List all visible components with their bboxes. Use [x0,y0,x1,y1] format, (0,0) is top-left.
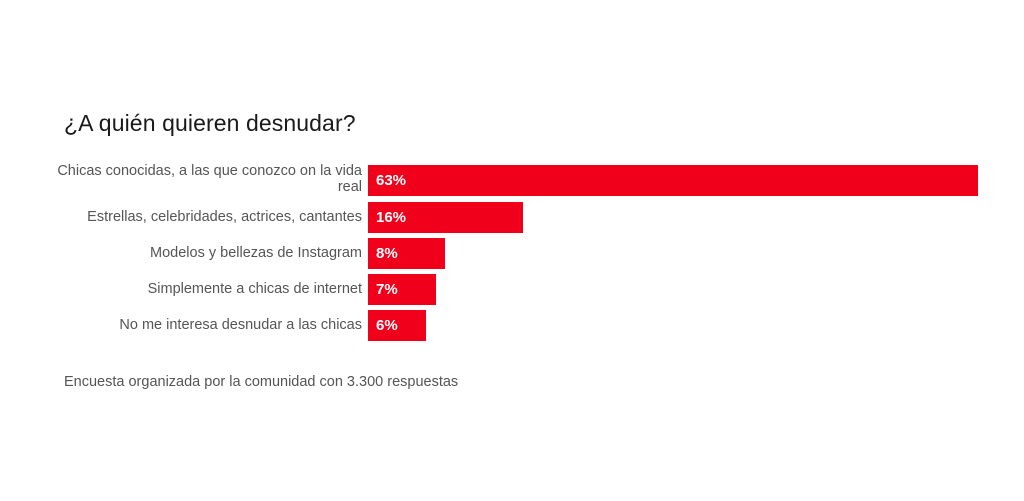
category-label: Chicas conocidas, a las que conozco on l… [57,163,362,195]
data-label: 8% [376,245,398,262]
category-label: No me interesa desnudar a las chicas [119,316,362,333]
footnote: Encuesta organizada por la comunidad con… [64,374,459,390]
category-label: Simplemente a chicas de internet [147,280,362,297]
data-label: 16% [376,209,407,226]
bar [368,238,445,269]
category-label: Modelos y bellezas de Instagram [150,244,362,261]
data-label: 6% [376,317,398,334]
data-label: 7% [376,281,398,298]
data-label: 63% [376,172,407,189]
category-label: Estrellas, celebridades, actrices, canta… [87,208,362,225]
chart-title: ¿A quién quieren desnudar? [64,110,356,136]
bar [368,165,978,196]
bar [368,274,436,305]
bar [368,202,523,233]
bar [368,310,426,341]
